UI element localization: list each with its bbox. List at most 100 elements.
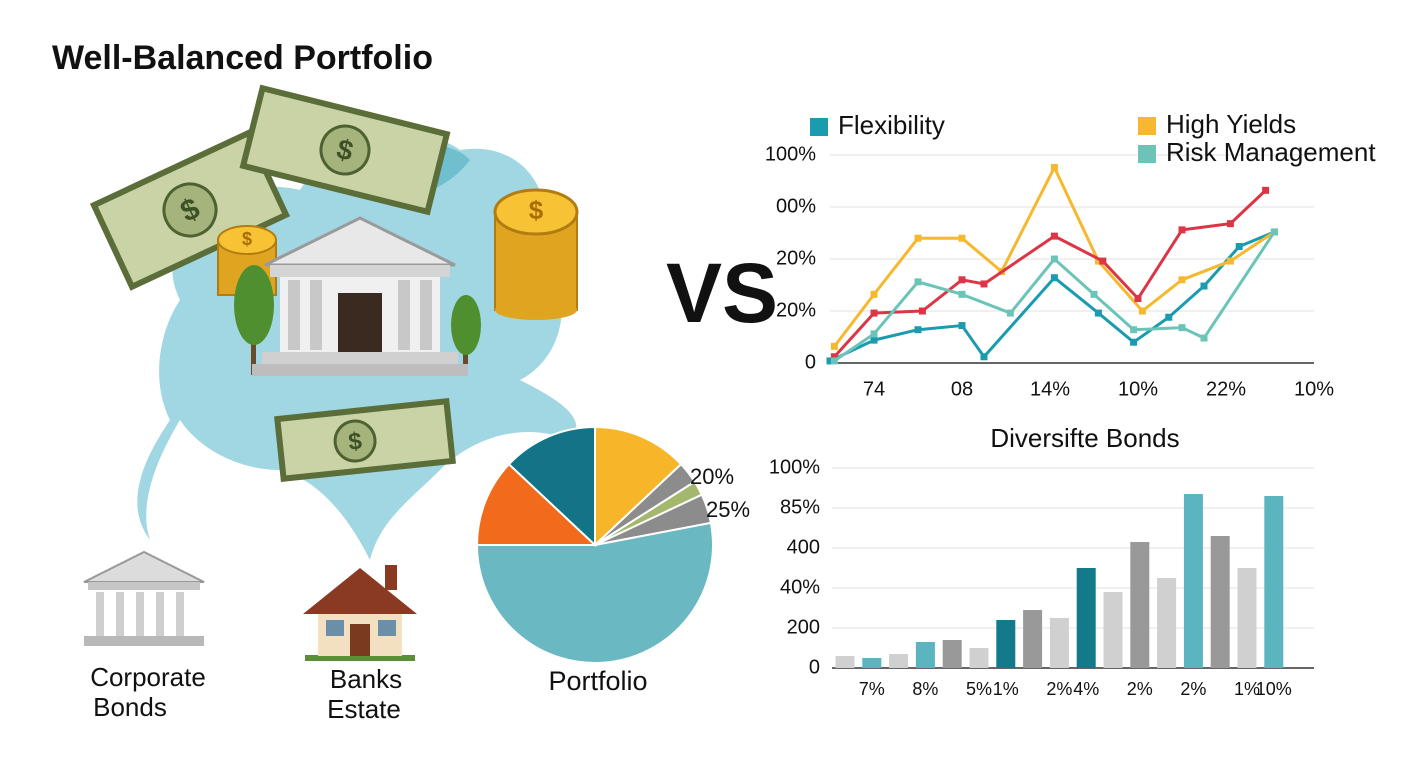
point-marker: [1094, 309, 1102, 317]
chart-title: Diversifte Bonds: [990, 423, 1179, 453]
x-tick-label: 10%: [1256, 679, 1292, 699]
x-tick-label: 5%: [966, 679, 992, 699]
bar: [1130, 542, 1150, 668]
y-tick-label: 20%: [776, 299, 816, 321]
point-marker: [1178, 324, 1186, 332]
bar: [996, 620, 1016, 668]
legend-swatch: [1138, 145, 1156, 163]
point-marker: [870, 290, 878, 298]
point-marker: [1178, 226, 1186, 234]
page-title: Well-Balanced Portfolio: [52, 39, 433, 77]
x-tick-label: 2%: [1046, 679, 1072, 699]
point-marker: [1200, 282, 1208, 290]
x-tick-label: 10%: [1294, 378, 1334, 400]
point-marker: [830, 342, 838, 350]
icon-label: Corporate: [90, 662, 206, 692]
point-marker: [958, 290, 966, 298]
point-marker: [870, 330, 878, 338]
y-tick-label: 85%: [780, 496, 820, 518]
point-marker: [980, 280, 988, 288]
point-marker: [830, 357, 838, 365]
point-marker: [870, 309, 878, 317]
chart-title: Portfolio: [548, 666, 647, 696]
money-bill: $: [274, 397, 456, 483]
x-tick-label: 22%: [1206, 378, 1246, 400]
point-marker: [914, 234, 922, 242]
pie-slice: [594, 425, 683, 548]
point-marker: [1270, 228, 1278, 236]
vs-label: VS: [666, 246, 778, 340]
money-bill: $: [89, 129, 291, 291]
y-tick-label: 40%: [780, 576, 820, 598]
point-marker: [1235, 243, 1243, 251]
x-tick-label: 1%: [1234, 679, 1260, 699]
icon-label: Estate: [327, 694, 401, 724]
x-tick-label: 8%: [912, 679, 938, 699]
y-tick-label: 400: [787, 536, 820, 558]
y-tick-label: 0: [805, 351, 816, 373]
point-marker: [1226, 257, 1234, 265]
bar: [1264, 496, 1284, 668]
y-tick-label: 100%: [765, 143, 816, 165]
coin-stack: $: [493, 188, 579, 320]
point-marker: [914, 278, 922, 286]
point-marker: [1200, 334, 1208, 342]
point-marker: [958, 322, 966, 330]
point-marker: [1165, 313, 1173, 321]
point-marker: [1130, 326, 1138, 334]
svg-text:$: $: [347, 428, 364, 456]
legend-swatch: [810, 118, 828, 136]
y-tick-label: 200: [787, 616, 820, 638]
pie-slice: [507, 425, 596, 548]
point-marker: [1050, 255, 1058, 263]
point-marker: [1094, 257, 1102, 265]
x-tick-label: 2%: [1180, 679, 1206, 699]
house-icon: [303, 565, 417, 661]
pie-annotation: 25%: [706, 497, 750, 522]
bar: [1023, 610, 1043, 668]
point-marker: [1050, 274, 1058, 282]
bar: [1237, 568, 1257, 668]
icon-label: Banks: [330, 664, 402, 694]
x-tick-label: 7%: [859, 679, 885, 699]
trees: [234, 265, 481, 375]
point-marker: [1050, 163, 1058, 171]
money-bill: $: [239, 84, 451, 216]
bar: [1157, 578, 1177, 668]
x-tick-label: 74: [863, 378, 885, 400]
x-tick-label: 14%: [1030, 378, 1070, 400]
x-tick-label: 10%: [1118, 378, 1158, 400]
point-marker: [870, 336, 878, 344]
bar: [1183, 494, 1203, 668]
bar: [835, 656, 855, 668]
point-marker: [826, 357, 834, 365]
x-tick-label: 08: [951, 378, 973, 400]
bar: [915, 642, 935, 668]
bar: [889, 654, 909, 668]
y-tick-label: 20%: [776, 247, 816, 269]
icon-label: Bonds: [93, 692, 167, 722]
point-marker: [980, 353, 988, 361]
y-tick-label: 00%: [776, 195, 816, 217]
point-marker: [1090, 290, 1098, 298]
pie-annotation: 20%: [690, 464, 734, 489]
legend-swatch: [1138, 117, 1156, 135]
point-marker: [958, 276, 966, 284]
y-tick-label: 100%: [769, 456, 820, 478]
svg-text:$: $: [242, 229, 252, 249]
point-marker: [1134, 295, 1142, 303]
bar: [1049, 618, 1069, 668]
y-tick-label: 0: [809, 656, 820, 678]
x-tick-label: 4%: [1073, 679, 1099, 699]
point-marker: [1262, 186, 1270, 194]
point-marker: [1130, 338, 1138, 346]
point-marker: [1099, 257, 1107, 265]
point-marker: [1138, 307, 1146, 315]
point-marker: [958, 234, 966, 242]
bar: [862, 658, 882, 668]
pie-slice: [475, 462, 598, 546]
svg-text:$: $: [529, 195, 544, 225]
legend-label: Risk Management: [1166, 137, 1376, 167]
point-marker: [918, 307, 926, 315]
